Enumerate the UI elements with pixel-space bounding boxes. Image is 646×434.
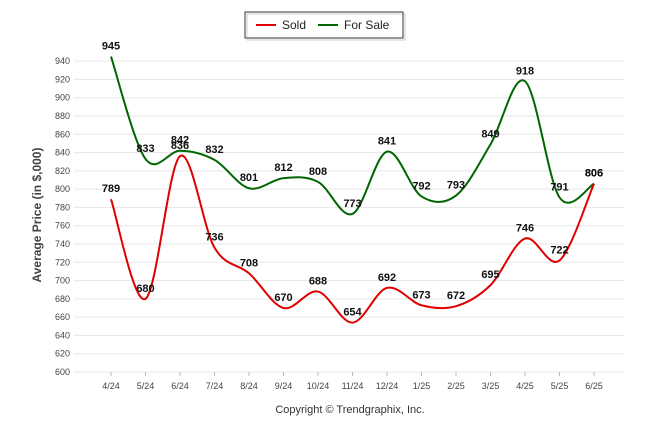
y-tick-label-780: 780 <box>55 202 70 212</box>
copyright-footer: Copyright © Trendgraphix, Inc. <box>275 404 424 416</box>
y-tick-label-800: 800 <box>55 184 70 194</box>
data-label-sold-2: 836 <box>171 140 189 152</box>
data-label-sold-7: 654 <box>343 307 362 319</box>
x-axis-ticks: 4/24 5/24 6/24 7/24 8/24 9/24 10/24 11/24 12/24 1… <box>102 372 603 391</box>
data-label-sold-14: 806 <box>585 168 603 180</box>
x-tick-label-1-25: 1/25 <box>413 381 431 391</box>
x-tick-label-9-24: 9/24 <box>275 381 293 391</box>
data-label-for-sale-4: 801 <box>240 172 258 184</box>
data-label-sold-6: 688 <box>309 276 327 288</box>
data-label-for-sale-11: 849 <box>481 128 499 140</box>
gridlines <box>74 60 624 373</box>
data-label-for-sale-1: 833 <box>136 143 154 155</box>
data-label-sold-12: 746 <box>516 223 534 235</box>
data-label-for-sale-9: 792 <box>412 180 430 192</box>
y-tick-label-600: 600 <box>55 367 70 377</box>
data-label-for-sale-6: 808 <box>309 166 327 178</box>
x-tick-label-6-24: 6/24 <box>171 381 189 391</box>
y-tick-label-720: 720 <box>55 257 70 267</box>
y-tick-label-860: 860 <box>55 129 70 139</box>
data-label-sold-11: 695 <box>481 269 499 281</box>
y-tick-label-840: 840 <box>55 148 70 158</box>
data-label-sold-1: 680 <box>136 283 154 295</box>
x-tick-label-6-25: 6/25 <box>585 381 603 391</box>
y-tick-label-640: 640 <box>55 330 70 340</box>
x-tick-label-7-24: 7/24 <box>206 381 224 391</box>
y-tick-label-740: 740 <box>55 239 70 249</box>
series-line-for-sale <box>110 56 595 216</box>
data-label-for-sale-5: 812 <box>274 162 292 174</box>
data-label-for-sale-3: 832 <box>205 144 223 156</box>
data-label-sold-9: 673 <box>412 289 430 301</box>
x-tick-label-5-25: 5/25 <box>551 381 569 391</box>
data-label-sold-3: 736 <box>205 232 223 244</box>
data-label-sold-8: 692 <box>378 272 396 284</box>
y-tick-label-920: 920 <box>55 74 70 84</box>
y-tick-label-820: 820 <box>55 166 70 176</box>
y-tick-label-680: 680 <box>55 294 70 304</box>
y-tick-label-620: 620 <box>55 349 70 359</box>
data-label-sold-5: 670 <box>274 292 292 304</box>
data-label-for-sale-2: 842 <box>171 135 189 147</box>
x-tick-label-11-24: 11/24 <box>342 381 364 391</box>
x-tick-label-4-24: 4/24 <box>102 381 120 391</box>
y-tick-label-760: 760 <box>55 221 70 231</box>
x-tick-label-10-24: 10/24 <box>307 381 330 391</box>
data-label-for-sale-8: 841 <box>378 136 396 148</box>
y-axis-ticks: 600 620 640 660 680 700 720 740 760 780 800 820 840 8… <box>55 56 70 377</box>
data-label-sold-4: 708 <box>240 257 258 269</box>
y-axis-label: Average Price (in $,000) <box>30 148 44 283</box>
y-tick-label-880: 880 <box>55 111 70 121</box>
x-tick-label-5-24: 5/24 <box>137 381 155 391</box>
data-labels: 789 680 836 736 708 670 688 654 692 673 672 695 746 7… <box>102 41 603 319</box>
y-tick-label-900: 900 <box>55 93 70 103</box>
legend: Sold For Sale <box>244 11 406 41</box>
legend-label-for-sale: For Sale <box>344 18 390 32</box>
legend-label-sold: Sold <box>282 18 306 32</box>
data-label-sold-13: 722 <box>550 244 568 256</box>
data-label-for-sale-12: 918 <box>516 65 534 77</box>
data-label-for-sale-13: 791 <box>550 181 568 193</box>
x-tick-label-8-24: 8/24 <box>240 381 258 391</box>
data-label-for-sale-0: 945 <box>102 41 120 53</box>
series-lines <box>110 56 595 324</box>
y-tick-label-700: 700 <box>55 276 70 286</box>
data-label-sold-10: 672 <box>447 290 465 302</box>
x-tick-label-12-24: 12/24 <box>376 381 399 391</box>
series-line-sold <box>110 154 595 324</box>
y-tick-label-660: 660 <box>55 312 70 322</box>
x-tick-label-3-25: 3/25 <box>482 381 500 391</box>
x-tick-label-4-25: 4/25 <box>516 381 534 391</box>
data-label-sold-0: 789 <box>102 183 120 195</box>
x-tick-label-2-25: 2/25 <box>447 381 465 391</box>
data-label-for-sale-10: 793 <box>447 180 465 192</box>
data-label-for-sale-14: 806 <box>585 168 603 180</box>
y-tick-label-940: 940 <box>55 56 70 66</box>
data-label-for-sale-7: 773 <box>343 198 361 210</box>
